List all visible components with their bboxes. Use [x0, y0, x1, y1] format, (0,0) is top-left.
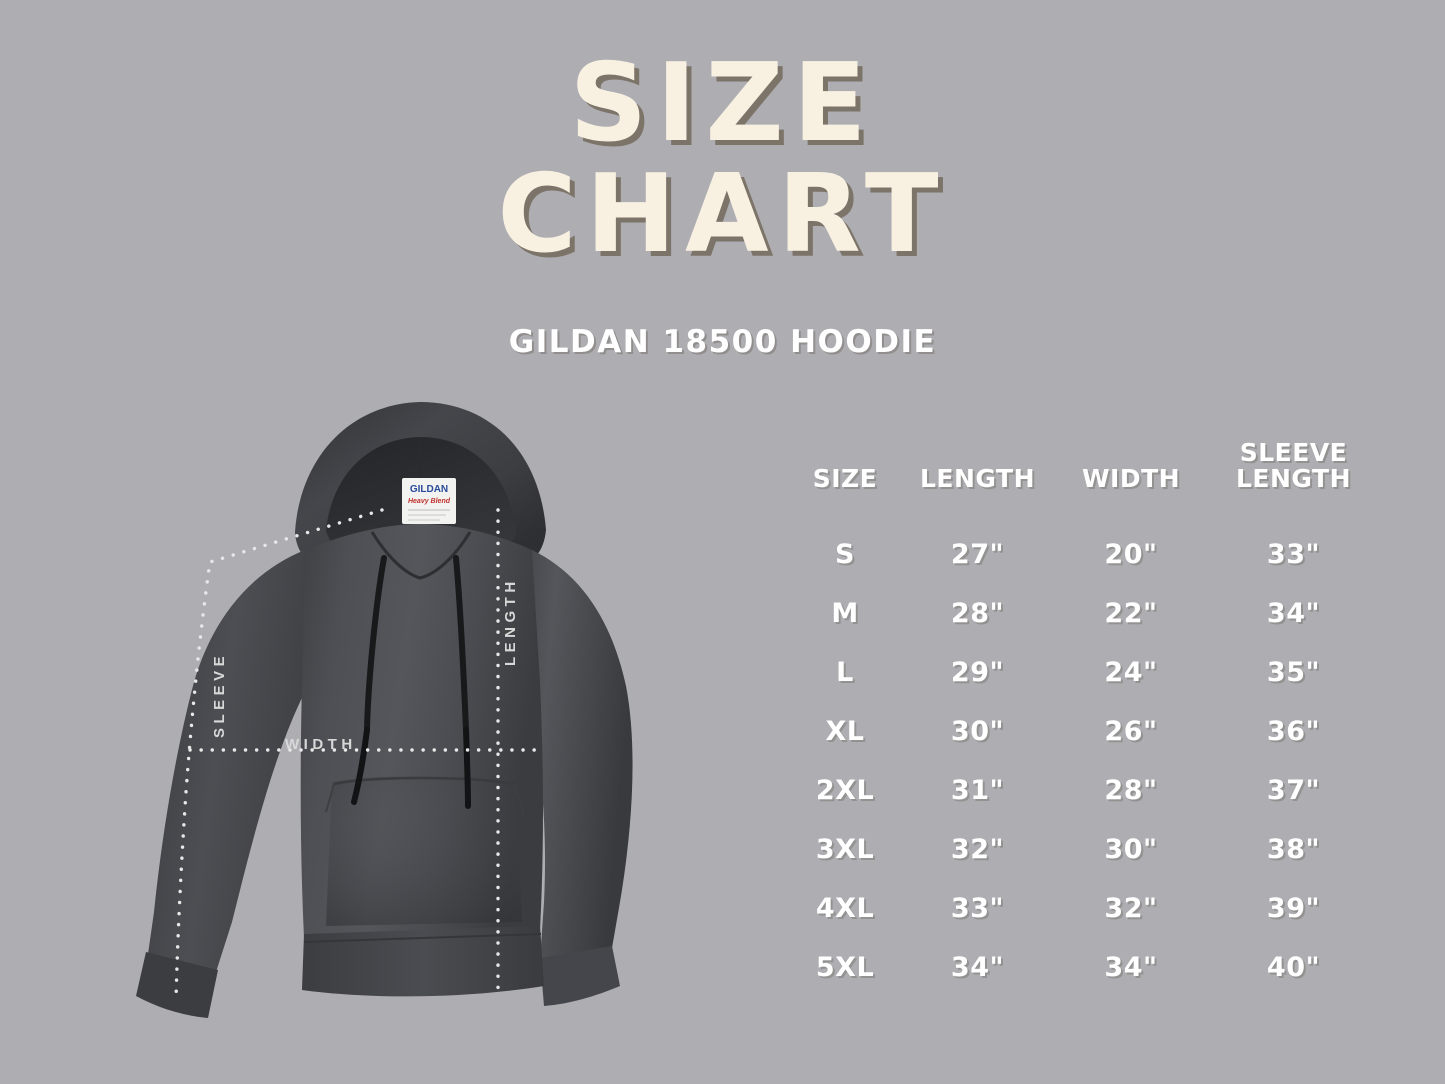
column-header-sleeve-line1: SLEEVE	[1239, 438, 1348, 467]
drawstring-right	[453, 555, 469, 733]
length-cell: 30"	[950, 716, 1005, 747]
left-cuff	[136, 952, 218, 1018]
length-cell: 33"	[950, 893, 1005, 924]
size-cell: XL	[825, 716, 865, 747]
length-cell: 27"	[950, 539, 1005, 570]
length-cell: 32"	[950, 834, 1005, 865]
size-cell: S	[835, 539, 855, 570]
width-cell: 32"	[1104, 893, 1158, 924]
size-cell: M	[831, 598, 859, 629]
svg-text:GILDAN: GILDAN	[410, 484, 448, 495]
width-cell: 20"	[1104, 539, 1158, 570]
width-cell: 28"	[1104, 775, 1158, 806]
sleeve-length-cell: 40"	[1266, 952, 1321, 983]
measure-label-length: LENGTH	[502, 577, 519, 666]
sleeve-length-cell: 34"	[1266, 598, 1321, 629]
title-line-chart: CHART	[497, 151, 948, 277]
size-cell: L	[836, 657, 854, 688]
sleeve-length-cell: 39"	[1266, 893, 1321, 924]
size-table: SIZE LENGTH WIDTH SLEEVE LENGTH S 27" 20" 3…	[790, 440, 1380, 997]
sleeve-length-cell: 36"	[1266, 716, 1321, 747]
pocket-top-seam	[333, 776, 515, 786]
column-header-size: SIZE	[812, 463, 878, 493]
column-header-width: WIDTH	[1081, 463, 1181, 493]
table-row: M 28" 22" 34"	[790, 584, 1380, 643]
column-header-length: LENGTH	[920, 463, 1035, 493]
title-line-size: SIZE	[569, 41, 876, 166]
sleeve-length-cell: 38"	[1266, 834, 1321, 865]
body-hem-rib	[302, 926, 544, 997]
length-cell: 31"	[950, 775, 1005, 806]
column-header-sleeve-line2: LENGTH	[1236, 463, 1351, 493]
drawstring-right-aglet	[463, 727, 471, 809]
pocket-right-opening	[513, 783, 525, 815]
table-row: S 27" 20" 33"	[790, 525, 1380, 584]
neckline-seam	[370, 531, 472, 580]
measure-label-sleeve: SLEEVE	[211, 651, 228, 738]
column-header-sleeve-length: SLEEVE LENGTH	[1207, 440, 1380, 525]
table-row: L 29" 24" 35"	[790, 643, 1380, 702]
size-table-body: S 27" 20" 33" M 28" 22" 34" L 29" 24" 35" XL 30" 26" 36…	[790, 525, 1380, 997]
sleeve-length-cell: 35"	[1266, 657, 1321, 688]
size-table-container: SIZE LENGTH WIDTH SLEEVE LENGTH S 27" 20" 3…	[790, 440, 1380, 1020]
sleeve-measure-line	[174, 508, 384, 1002]
table-row: XL 30" 26" 36"	[790, 702, 1380, 761]
length-cell: 34"	[950, 952, 1005, 983]
sleeve-length-cell: 37"	[1266, 775, 1321, 806]
page-title: SIZE CHART	[0, 41, 1445, 277]
hem-seam	[303, 933, 542, 943]
length-cell: 28"	[950, 598, 1005, 629]
size-cell: 2XL	[815, 775, 875, 806]
left-sleeve	[148, 550, 344, 972]
width-cell: 26"	[1104, 716, 1158, 747]
sleeve-length-cell: 33"	[1266, 539, 1321, 570]
size-table-head: SIZE LENGTH WIDTH SLEEVE LENGTH	[790, 440, 1380, 525]
table-row: 3XL 32" 30" 38"	[790, 820, 1380, 879]
hoodie-svg: GILDAN Heavy Blend	[136, 402, 633, 1018]
kangaroo-pocket	[326, 776, 522, 926]
measure-label-width: WIDTH	[285, 736, 357, 753]
width-cell: 24"	[1104, 657, 1158, 688]
table-row: 2XL 31" 28" 37"	[790, 761, 1380, 820]
table-header-row: SIZE LENGTH WIDTH SLEEVE LENGTH	[790, 440, 1380, 525]
size-cell: 4XL	[815, 893, 875, 924]
page-subtitle: GILDAN 18500 HOODIE	[508, 324, 937, 360]
drawstring-left-aglet	[351, 727, 370, 805]
width-cell: 30"	[1104, 834, 1158, 865]
pocket-left-opening	[325, 783, 335, 813]
table-row: 4XL 33" 32" 39"	[790, 879, 1380, 938]
right-cuff	[540, 946, 620, 1006]
table-row: 5XL 34" 34" 40"	[790, 938, 1380, 997]
hoodie-product-image: GILDAN Heavy Blend	[120, 382, 680, 1042]
gildan-neck-label: GILDAN Heavy Blend	[402, 478, 456, 524]
length-cell: 29"	[950, 657, 1005, 688]
drawstring-left	[364, 555, 387, 733]
width-cell: 34"	[1104, 952, 1158, 983]
size-cell: 3XL	[815, 834, 875, 865]
width-cell: 22"	[1104, 598, 1158, 629]
size-cell: 5XL	[815, 952, 875, 983]
svg-text:Heavy Blend: Heavy Blend	[408, 498, 451, 505]
